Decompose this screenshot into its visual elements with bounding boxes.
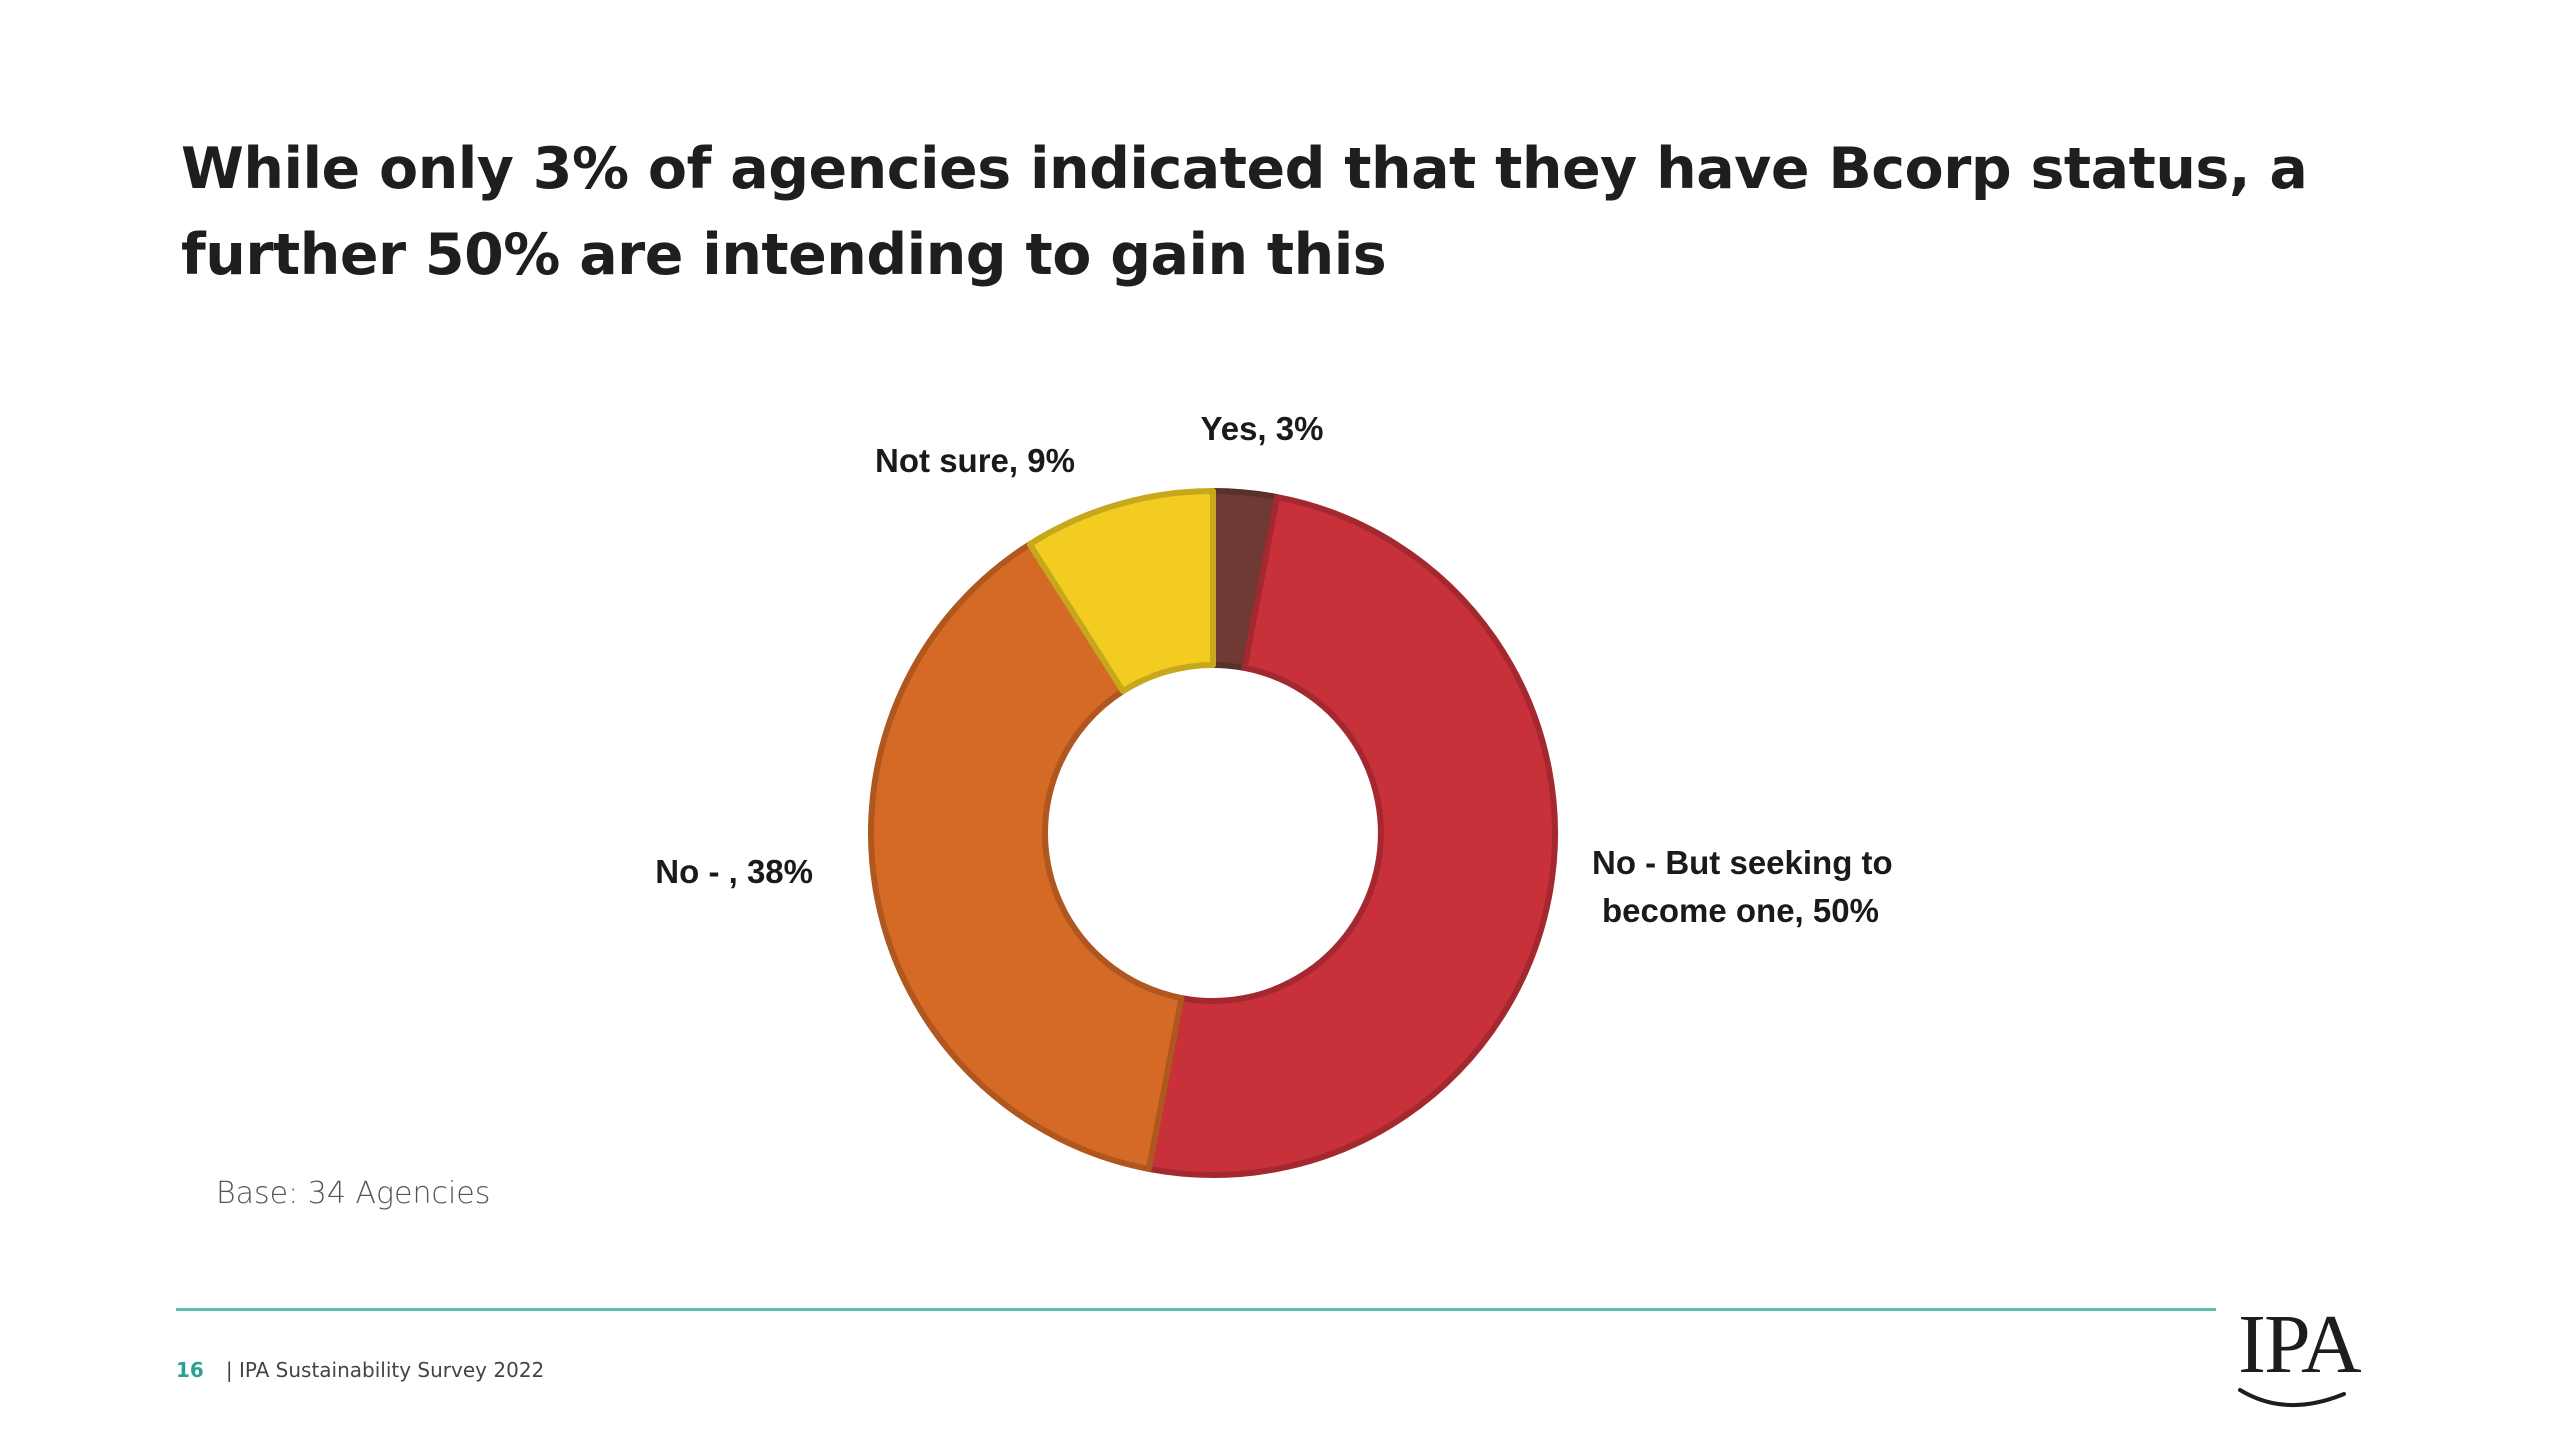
donut-slices xyxy=(868,488,1555,1175)
slide-title: While only 3% of agencies indicated that… xyxy=(181,136,2308,288)
data-label: No - , 38% xyxy=(655,853,813,890)
slice-no xyxy=(868,541,1185,1172)
logo-swoosh-icon xyxy=(2238,1388,2346,1408)
data-label: Not sure, 9% xyxy=(875,442,1075,479)
slice-not-sure xyxy=(1026,488,1216,695)
base-note: Base: 34 Agencies xyxy=(216,1176,491,1211)
logo-text: IPA xyxy=(2238,1298,2362,1391)
ipa-logo: IPA xyxy=(2226,1290,2426,1410)
footer: 16 | IPA Sustainability Survey 2022 xyxy=(176,1358,544,1382)
data-label: Yes, 3% xyxy=(1201,410,1324,447)
donut-labels: Yes, 3% No - But seeking to become one, 50… xyxy=(655,410,1892,929)
slice-yes xyxy=(1210,488,1281,671)
slice-no-but-seeking-to-become-one xyxy=(1149,497,1555,1175)
footer-rule xyxy=(176,1308,2216,1311)
data-label: No - But seeking to become one, 50% xyxy=(1592,844,1893,929)
page-number: 16 xyxy=(176,1358,204,1382)
footer-text: | IPA Sustainability Survey 2022 xyxy=(225,1358,545,1382)
